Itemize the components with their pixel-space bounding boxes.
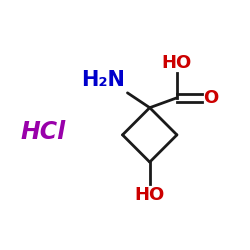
Text: HO: HO (162, 54, 192, 72)
Text: H₂N: H₂N (81, 70, 125, 90)
Text: HCl: HCl (21, 120, 66, 144)
Text: O: O (203, 89, 218, 107)
Text: HO: HO (134, 186, 165, 204)
